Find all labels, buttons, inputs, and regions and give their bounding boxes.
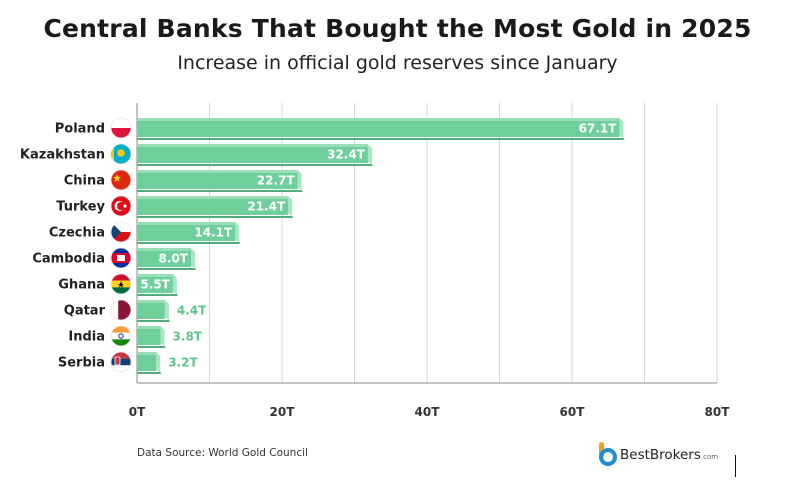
bar-group: Qatar 4.4T: [64, 299, 207, 322]
bar: [137, 144, 368, 163]
bar-highlight: [137, 144, 368, 147]
bar-side-face: [160, 326, 165, 346]
category-label: Turkey: [56, 200, 105, 215]
category-label: Cambodia: [32, 252, 105, 267]
x-tick-label: 20T: [270, 405, 296, 419]
bar-group: Cambodia 8.0T: [32, 247, 197, 270]
ghana-flag: [110, 273, 132, 295]
chart-title: Central Banks That Bought the Most Gold …: [43, 14, 752, 43]
x-tick-label: 80T: [705, 405, 731, 419]
chart-subtitle: Increase in official gold reserves since…: [177, 52, 618, 74]
bar-chart: 0T 20T 40T 60T 80T Poland 67.1T Kazakhstan 32.4T…: [20, 103, 731, 419]
bar: [137, 248, 191, 267]
category-label: Poland: [55, 122, 105, 137]
bar-highlight: [137, 300, 165, 303]
bar-bottom-face: [137, 294, 179, 296]
brand-name: BestBrokers.com: [620, 447, 719, 463]
category-label: China: [64, 174, 105, 189]
value-label: 5.5T: [140, 278, 170, 292]
bar-side-face: [288, 196, 293, 216]
bar: [137, 118, 620, 137]
bar-highlight: [137, 118, 620, 121]
bar-side-face: [235, 222, 240, 242]
category-label: India: [68, 330, 105, 345]
bar-side-face: [164, 300, 169, 320]
china-flag: [110, 169, 132, 191]
serbia-flag: [110, 351, 132, 373]
bar-highlight: [137, 248, 191, 251]
bar: [137, 352, 157, 371]
bar-highlight: [137, 274, 173, 277]
bar-group: Turkey 21.4T: [56, 195, 294, 218]
bar: [137, 326, 161, 345]
value-label: 4.4T: [177, 304, 207, 318]
bar: [137, 170, 298, 189]
bar-bottom-face: [137, 164, 374, 166]
bar-bottom-face: [137, 242, 241, 244]
poland-flag: [110, 117, 132, 139]
cambodia-flag: [110, 247, 132, 269]
value-label: 3.2T: [168, 356, 198, 370]
bar-group: Poland 67.1T: [55, 117, 625, 140]
category-label: Qatar: [64, 304, 106, 319]
category-label: Kazakhstan: [20, 148, 105, 163]
bar-bottom-face: [137, 216, 294, 218]
x-tick-label: 60T: [560, 405, 586, 419]
bar-bottom-face: [137, 138, 625, 140]
bar-bottom-face: [137, 346, 166, 348]
bar-group: Ghana 5.5T: [58, 273, 179, 296]
data-source-note: Data Source: World Gold Council: [137, 447, 308, 459]
bar-highlight: [137, 196, 289, 199]
value-label: 67.1T: [579, 122, 618, 136]
qatar-flag: [110, 299, 132, 321]
bar-side-face: [156, 352, 161, 372]
value-label: 21.4T: [247, 200, 286, 214]
bar: [137, 300, 165, 319]
bar: [137, 274, 173, 293]
bar-highlight: [137, 222, 236, 225]
brand-domain: .com: [700, 453, 719, 461]
bar-group: China 22.7T: [64, 169, 303, 192]
czechia-flag: [110, 221, 132, 243]
value-label: 32.4T: [327, 148, 366, 162]
bar-group: Serbia 3.2T: [58, 351, 198, 374]
value-label: 3.8T: [173, 330, 203, 344]
bar: [137, 222, 236, 241]
category-label: Serbia: [58, 356, 105, 371]
kazakhstan-flag: [110, 143, 132, 165]
bar-group: Kazakhstan 32.4T: [20, 143, 374, 166]
bar-side-face: [172, 274, 177, 294]
bar-highlight: [137, 326, 161, 329]
bar-bottom-face: [137, 190, 303, 192]
text-cursor: [735, 455, 736, 477]
india-flag: [110, 325, 132, 347]
bar-side-face: [191, 248, 195, 268]
bar-side-face: [297, 170, 302, 190]
turkey-flag: [110, 195, 132, 217]
bar-bottom-face: [137, 320, 171, 322]
category-label: Ghana: [58, 278, 105, 293]
bestbrokers-logo: BestBrokers.com: [597, 441, 727, 467]
bar-side-face: [619, 118, 624, 138]
value-label: 8.0T: [159, 252, 189, 266]
category-label: Czechia: [49, 226, 105, 241]
bar-side-face: [367, 144, 372, 164]
x-tick-label: 0T: [129, 405, 146, 419]
bar-highlight: [137, 170, 298, 173]
value-label: 14.1T: [194, 226, 233, 240]
x-tick-label: 40T: [415, 405, 441, 419]
bar-group: Czechia 14.1T: [49, 221, 241, 244]
value-label: 22.7T: [257, 174, 296, 188]
bar-highlight: [137, 352, 157, 355]
bestbrokers-logo-icon: [599, 442, 617, 466]
bar-group: India 3.8T: [68, 325, 203, 348]
bar-bottom-face: [137, 372, 162, 374]
bar-bottom-face: [137, 268, 197, 270]
bar: [137, 196, 289, 215]
